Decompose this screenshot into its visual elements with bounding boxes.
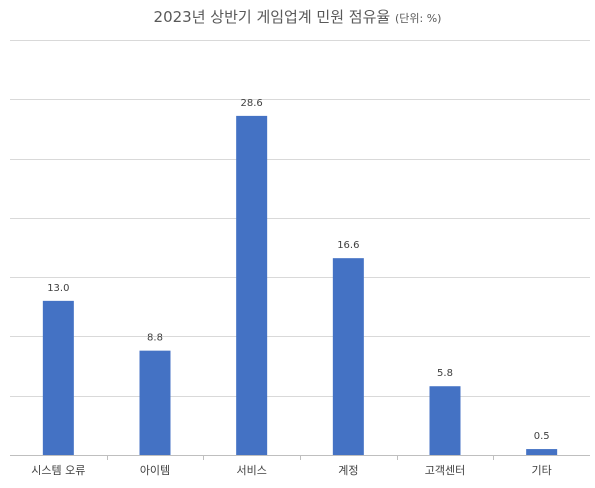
bar (236, 115, 268, 455)
data-label: 16.6 (337, 240, 359, 251)
x-tick-label: 서비스 (236, 464, 266, 477)
bar (139, 350, 171, 455)
chart-title: 2023년 상반기 게임업계 민원 점유율 (153, 8, 391, 26)
bar (526, 449, 558, 455)
x-tick-label: 기타 (532, 464, 552, 477)
x-tick-label: 시스템 오류 (31, 464, 85, 477)
x-tick-label: 아이템 (140, 464, 170, 477)
chart-unit: (단위: %) (394, 12, 442, 25)
data-label: 28.6 (241, 98, 263, 109)
data-label: 13.0 (47, 283, 69, 294)
x-tick-label: 고객센터 (425, 464, 465, 477)
data-label: 5.8 (437, 368, 453, 379)
bar (332, 258, 364, 455)
bar (42, 300, 74, 455)
bar (429, 386, 461, 455)
chart-title-row: 2023년 상반기 게임업계 민원 점유율 (단위: %) (0, 6, 595, 27)
x-tick-label: 계정 (338, 464, 358, 477)
data-label: 8.8 (147, 333, 163, 344)
data-label: 0.5 (534, 431, 550, 442)
